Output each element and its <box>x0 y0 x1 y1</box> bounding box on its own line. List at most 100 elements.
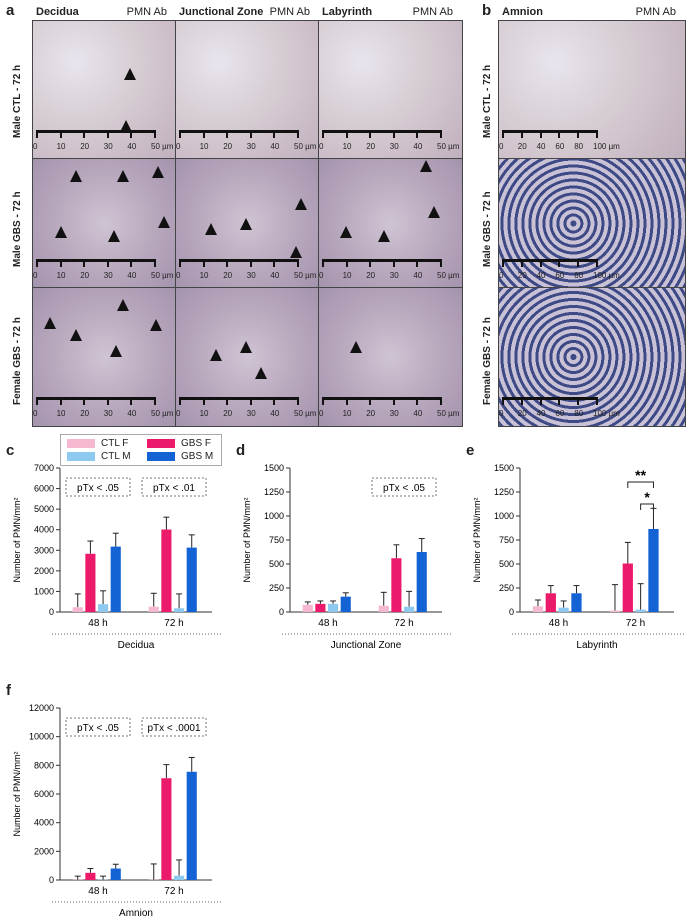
legend-swatch <box>147 438 175 448</box>
scale-tick <box>322 259 324 267</box>
legend-label: CTL M <box>101 451 131 462</box>
scale-tick <box>596 259 598 267</box>
panel-label-e: e <box>466 442 475 459</box>
scale-tick <box>297 259 299 267</box>
scale-tick <box>273 397 276 405</box>
significance-bracket <box>627 481 654 488</box>
y-tick-label: 250 <box>499 583 514 593</box>
x-tick-label: 48 h <box>88 618 107 629</box>
x-tick-label: 72 h <box>626 618 645 629</box>
arrowhead-marker <box>44 317 56 329</box>
scale-bar: 0 20 40 60 80 100 µm <box>499 259 620 280</box>
scale-bar: 0 10 20 30 40 50 µm <box>33 397 173 418</box>
legend-label: GBS F <box>181 438 212 449</box>
micrograph-image <box>32 20 177 160</box>
annotation-text: pTx < .01 <box>153 483 195 494</box>
micrograph-image <box>318 287 463 427</box>
scale-bar: 0 10 20 30 40 50 µm <box>176 259 316 280</box>
scale-tick-label: 30 <box>389 271 399 280</box>
scale-tick <box>249 259 252 267</box>
y-tick-label: 1250 <box>264 487 284 497</box>
x-axis-label: Decidua <box>118 640 155 651</box>
scale-tick-label: 0 <box>33 142 38 151</box>
scale-tick-label: 0 <box>176 271 181 280</box>
y-tick-label: 7000 <box>34 463 54 473</box>
scale-tick-label: 0 <box>319 271 324 280</box>
scale-tick <box>297 397 299 405</box>
scale-tick <box>83 259 86 267</box>
scale-tick-label: 50 µm <box>294 409 317 418</box>
legend-item: CTL M <box>67 451 131 462</box>
bar <box>174 608 185 612</box>
legend-swatch <box>67 451 95 461</box>
annotation-box <box>65 717 131 737</box>
scale-tick-label: 10 <box>342 409 352 418</box>
scale-tick-label: 40 <box>536 271 546 280</box>
y-tick-label: 5000 <box>34 504 54 514</box>
scale-bar: 0 20 40 60 80 100 µm <box>499 397 620 418</box>
annotation-text: pTx < .0001 <box>147 723 201 734</box>
scale-tick-label: 40 <box>413 409 423 418</box>
y-tick-label: 4000 <box>34 525 54 535</box>
scale-tick <box>226 397 229 405</box>
y-tick-label: 750 <box>269 535 284 545</box>
legend-label: CTL F <box>101 438 129 449</box>
bar <box>161 529 172 612</box>
y-tick-label: 1000 <box>264 511 284 521</box>
scale-tick-label: 20 <box>80 409 90 418</box>
scale-bar-line <box>502 130 598 133</box>
scale-bar: 0 10 20 30 40 50 µm <box>176 397 316 418</box>
y-tick-label: 8000 <box>34 760 54 770</box>
scale-tick <box>558 397 561 405</box>
bar <box>416 552 427 612</box>
scale-tick <box>369 397 372 405</box>
scale-tick-label: 20 <box>517 271 527 280</box>
bar <box>648 528 659 612</box>
arrowhead-marker <box>350 341 362 353</box>
y-tick-label: 500 <box>499 559 514 569</box>
bar <box>622 563 633 612</box>
y-axis-label: Number of PMN/mm² <box>472 497 482 582</box>
annotation-box <box>141 477 207 497</box>
y-tick-label: 500 <box>269 559 284 569</box>
arrowhead-marker <box>108 230 120 242</box>
y-tick-label: 0 <box>49 875 54 885</box>
scale-tick-label: 80 <box>574 271 584 280</box>
scale-tick-label: 100 µm <box>593 271 620 280</box>
column-title: Decidua <box>36 6 79 18</box>
annotation-text: pTx < .05 <box>77 723 119 734</box>
y-tick-label: 4000 <box>34 818 54 828</box>
scale-bar: 0 10 20 30 40 50 µm <box>33 130 173 151</box>
bar <box>315 603 326 612</box>
legend-item: CTL F <box>67 438 128 449</box>
bar <box>609 610 621 612</box>
scale-bar: 0 10 20 30 40 50 µm <box>319 259 459 280</box>
scale-bar: 0 10 20 30 40 50 µm <box>33 259 173 280</box>
scale-tick-label: 40 <box>536 409 546 418</box>
scale-tick-label: 10 <box>56 409 66 418</box>
scale-bar-line <box>36 397 156 400</box>
scale-tick <box>322 397 324 405</box>
stain-label: PMN Ab <box>269 6 310 18</box>
arrowhead-marker <box>295 198 307 210</box>
scale-tick-label: 0 <box>176 409 181 418</box>
arrowhead-marker <box>152 166 164 178</box>
scale-tick <box>392 130 395 138</box>
scale-bar: 0 10 20 30 40 50 µm <box>176 130 316 151</box>
bar <box>161 778 172 880</box>
scale-tick <box>130 397 133 405</box>
significance-label: * <box>644 489 650 505</box>
scale-tick-label: 40 <box>127 142 137 151</box>
x-tick-label: 72 h <box>394 618 413 629</box>
bar <box>391 558 402 612</box>
scale-tick-label: 10 <box>56 142 66 151</box>
bar <box>404 606 415 612</box>
y-axis-label: Number of PMN/mm² <box>12 751 22 836</box>
micrograph-image <box>32 287 177 427</box>
scale-tick <box>502 130 504 138</box>
y-tick-label: 3000 <box>34 545 54 555</box>
scale-bar-line <box>36 130 156 133</box>
y-tick-label: 750 <box>499 535 514 545</box>
scale-tick-label: 0 <box>499 142 504 151</box>
scale-tick-label: 80 <box>574 409 584 418</box>
